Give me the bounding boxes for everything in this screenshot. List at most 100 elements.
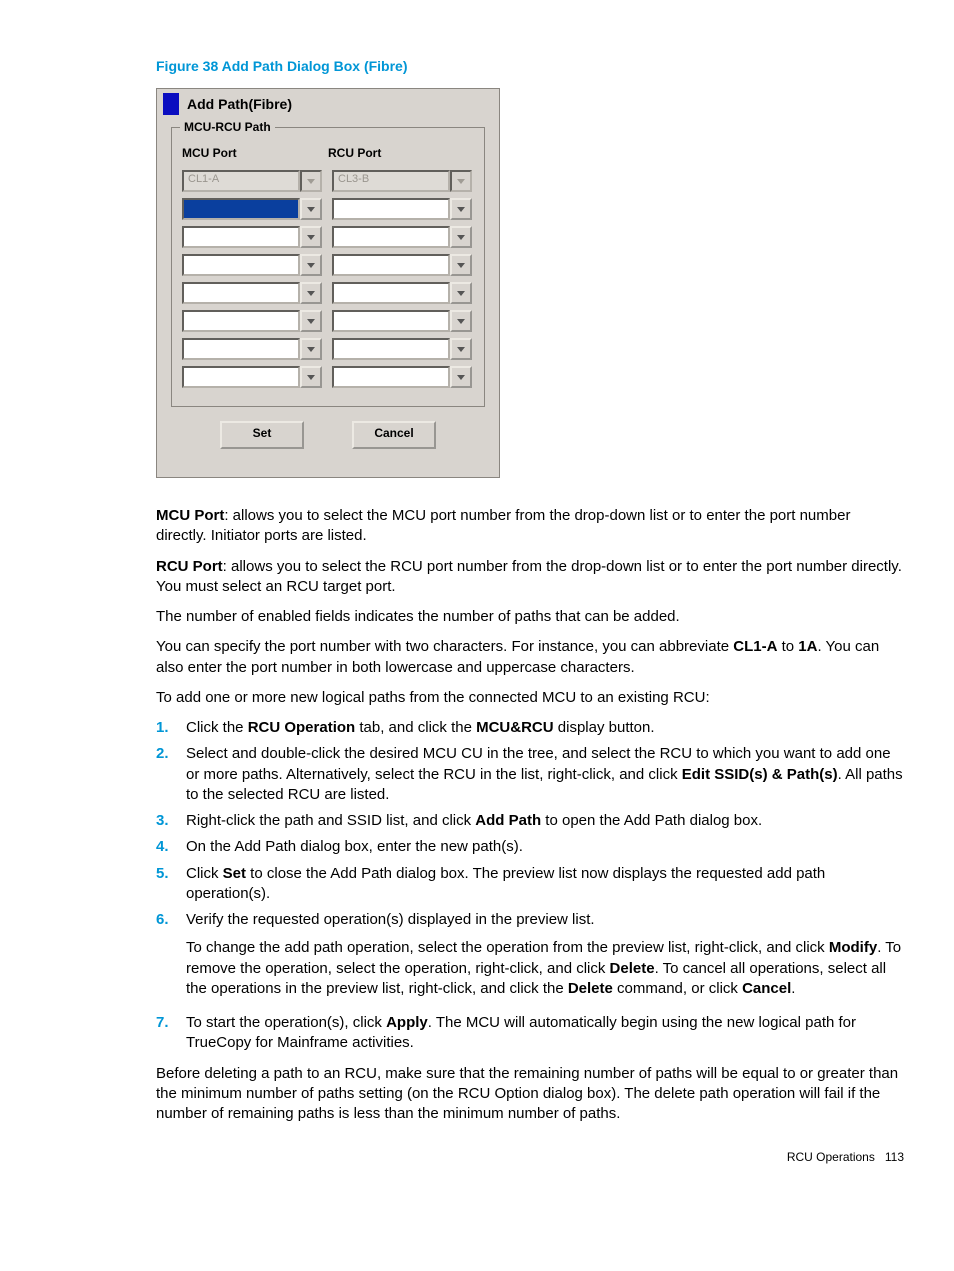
- dialog-title: Add Path(Fibre): [187, 96, 292, 112]
- dropdown-button[interactable]: [450, 198, 472, 220]
- rcu-port-input[interactable]: [332, 310, 450, 332]
- mcu-port-combo[interactable]: [182, 338, 322, 360]
- mcu-port-input[interactable]: [182, 282, 300, 304]
- dropdown-button[interactable]: [300, 170, 322, 192]
- rcu-port-combo[interactable]: [332, 366, 472, 388]
- dropdown-button[interactable]: [300, 198, 322, 220]
- step-7: 7. To start the operation(s), click Appl…: [156, 1013, 904, 1054]
- mcu-port-combo-2[interactable]: [182, 198, 322, 220]
- mcu-port-input-1[interactable]: CL1-A: [182, 170, 300, 192]
- port-row: [182, 366, 474, 388]
- rcu-port-input[interactable]: [332, 282, 450, 304]
- figure-caption: Figure 38 Add Path Dialog Box (Fibre): [156, 58, 904, 74]
- abbreviation-paragraph: You can specify the port number with two…: [156, 637, 904, 678]
- mcu-port-input[interactable]: [182, 310, 300, 332]
- closing-paragraph: Before deleting a path to an RCU, make s…: [156, 1064, 904, 1125]
- enabled-fields-paragraph: The number of enabled fields indicates t…: [156, 607, 904, 627]
- mcu-port-combo[interactable]: [182, 366, 322, 388]
- dropdown-button[interactable]: [450, 366, 472, 388]
- dropdown-button[interactable]: [300, 226, 322, 248]
- step-2: 2. Select and double-click the desired M…: [156, 744, 904, 805]
- step-3: 3. Right-click the path and SSID list, a…: [156, 811, 904, 831]
- step-number: 6.: [156, 910, 186, 1007]
- rcu-port-combo-1[interactable]: CL3-B: [332, 170, 472, 192]
- rcu-port-combo[interactable]: [332, 254, 472, 276]
- title-decoration-icon: [163, 93, 179, 115]
- mcu-port-input-2[interactable]: [182, 198, 300, 220]
- chevron-down-icon: [307, 179, 315, 184]
- footer-page-number: 113: [885, 1150, 904, 1164]
- steps-list: 1. Click the RCU Operation tab, and clic…: [156, 718, 904, 1054]
- dropdown-button[interactable]: [450, 170, 472, 192]
- step-number: 2.: [156, 744, 186, 805]
- rcu-port-combo[interactable]: [332, 310, 472, 332]
- mcu-port-combo[interactable]: [182, 254, 322, 276]
- mcu-port-input[interactable]: [182, 226, 300, 248]
- port-row: CL1-A CL3-B: [182, 170, 474, 192]
- chevron-down-icon: [457, 207, 465, 212]
- mcu-port-combo[interactable]: [182, 310, 322, 332]
- rcu-port-combo[interactable]: [332, 338, 472, 360]
- chevron-down-icon: [307, 347, 315, 352]
- rcu-port-input[interactable]: [332, 366, 450, 388]
- dropdown-button[interactable]: [450, 226, 472, 248]
- set-button[interactable]: Set: [220, 421, 304, 449]
- dropdown-button[interactable]: [450, 282, 472, 304]
- chevron-down-icon: [307, 291, 315, 296]
- chevron-down-icon: [307, 207, 315, 212]
- chevron-down-icon: [457, 235, 465, 240]
- port-row: [182, 282, 474, 304]
- step-6: 6. Verify the requested operation(s) dis…: [156, 910, 904, 1007]
- step-number: 5.: [156, 864, 186, 905]
- rcu-port-input-1[interactable]: CL3-B: [332, 170, 450, 192]
- chevron-down-icon: [457, 179, 465, 184]
- dropdown-button[interactable]: [300, 310, 322, 332]
- cancel-button[interactable]: Cancel: [352, 421, 436, 449]
- port-row: [182, 338, 474, 360]
- rcu-port-paragraph: RCU Port: allows you to select the RCU p…: [156, 557, 904, 598]
- chevron-down-icon: [307, 319, 315, 324]
- step-number: 3.: [156, 811, 186, 831]
- rcu-port-input[interactable]: [332, 226, 450, 248]
- rcu-port-input[interactable]: [332, 338, 450, 360]
- mcu-port-combo[interactable]: [182, 226, 322, 248]
- mcu-port-input[interactable]: [182, 254, 300, 276]
- dropdown-button[interactable]: [300, 254, 322, 276]
- steps-intro-paragraph: To add one or more new logical paths fro…: [156, 688, 904, 708]
- port-row: [182, 198, 474, 220]
- body-text: MCU Port: allows you to select the MCU p…: [156, 506, 904, 1124]
- step-number: 7.: [156, 1013, 186, 1054]
- chevron-down-icon: [457, 319, 465, 324]
- chevron-down-icon: [457, 263, 465, 268]
- dropdown-button[interactable]: [300, 338, 322, 360]
- dropdown-button[interactable]: [450, 310, 472, 332]
- rcu-port-combo[interactable]: [332, 226, 472, 248]
- add-path-dialog: Add Path(Fibre) MCU-RCU Path MCU Port RC…: [156, 88, 500, 478]
- rcu-port-header: RCU Port: [328, 146, 474, 160]
- page-footer: RCU Operations 113: [156, 1150, 904, 1164]
- dropdown-button[interactable]: [450, 338, 472, 360]
- dropdown-button[interactable]: [450, 254, 472, 276]
- mcu-port-combo[interactable]: [182, 282, 322, 304]
- mcu-port-input[interactable]: [182, 338, 300, 360]
- rcu-port-input[interactable]: [332, 254, 450, 276]
- chevron-down-icon: [457, 375, 465, 380]
- mcu-port-header: MCU Port: [182, 146, 328, 160]
- rcu-port-input-2[interactable]: [332, 198, 450, 220]
- step-1: 1. Click the RCU Operation tab, and clic…: [156, 718, 904, 738]
- dropdown-button[interactable]: [300, 366, 322, 388]
- fieldset-legend: MCU-RCU Path: [180, 120, 275, 134]
- dialog-titlebar: Add Path(Fibre): [157, 89, 499, 123]
- step-5: 5. Click Set to close the Add Path dialo…: [156, 864, 904, 905]
- rcu-port-combo[interactable]: [332, 282, 472, 304]
- rcu-port-combo-2[interactable]: [332, 198, 472, 220]
- chevron-down-icon: [307, 263, 315, 268]
- mcu-port-paragraph: MCU Port: allows you to select the MCU p…: [156, 506, 904, 547]
- mcu-port-input[interactable]: [182, 366, 300, 388]
- mcu-port-combo-1[interactable]: CL1-A: [182, 170, 322, 192]
- chevron-down-icon: [457, 291, 465, 296]
- port-row: [182, 254, 474, 276]
- chevron-down-icon: [307, 375, 315, 380]
- dropdown-button[interactable]: [300, 282, 322, 304]
- footer-section: RCU Operations: [787, 1150, 875, 1164]
